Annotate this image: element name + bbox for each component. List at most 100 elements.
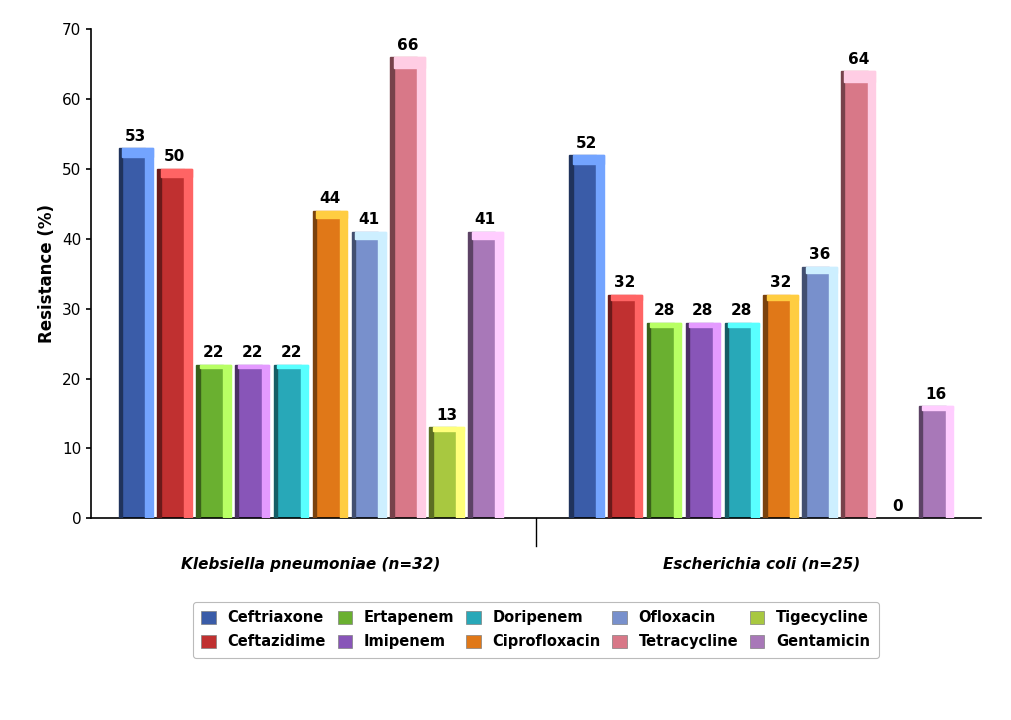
- Bar: [355, 232, 378, 518]
- Bar: [471, 232, 495, 518]
- Bar: [239, 364, 262, 518]
- Bar: [355, 232, 386, 239]
- Bar: [122, 148, 146, 518]
- Text: 52: 52: [575, 135, 598, 150]
- Bar: [316, 211, 347, 218]
- Bar: [274, 364, 277, 518]
- Bar: [394, 57, 425, 68]
- Bar: [122, 148, 153, 157]
- Bar: [685, 323, 690, 518]
- Text: Escherichia coli (n=25): Escherichia coli (n=25): [662, 557, 859, 572]
- Text: 66: 66: [397, 37, 419, 53]
- Bar: [829, 266, 837, 518]
- Bar: [199, 364, 231, 369]
- Text: 28: 28: [653, 303, 674, 318]
- Bar: [118, 148, 122, 518]
- Bar: [312, 211, 316, 518]
- Bar: [495, 232, 502, 518]
- Bar: [728, 323, 751, 518]
- Bar: [844, 71, 867, 518]
- Bar: [572, 155, 595, 518]
- Bar: [352, 232, 355, 518]
- Bar: [468, 232, 471, 518]
- Bar: [728, 323, 759, 328]
- Bar: [806, 266, 829, 518]
- Y-axis label: Resistance (%): Resistance (%): [38, 204, 57, 343]
- Text: 32: 32: [769, 275, 792, 290]
- Text: 28: 28: [731, 303, 752, 318]
- Bar: [791, 294, 798, 518]
- Bar: [199, 364, 223, 518]
- Bar: [919, 407, 922, 518]
- Bar: [612, 294, 642, 300]
- Bar: [277, 364, 308, 369]
- Text: Klebsiella pneumoniae (n=32): Klebsiella pneumoniae (n=32): [181, 557, 440, 572]
- Bar: [844, 71, 876, 82]
- Bar: [316, 211, 340, 518]
- Text: 22: 22: [280, 346, 302, 360]
- Bar: [612, 294, 635, 518]
- Bar: [146, 148, 153, 518]
- Bar: [300, 364, 308, 518]
- Bar: [433, 428, 456, 518]
- Text: 22: 22: [242, 346, 263, 360]
- Bar: [456, 428, 464, 518]
- Bar: [158, 168, 161, 518]
- Bar: [262, 364, 270, 518]
- Bar: [184, 168, 192, 518]
- Text: 16: 16: [925, 387, 946, 402]
- Bar: [690, 323, 713, 518]
- Bar: [725, 323, 728, 518]
- Bar: [766, 294, 791, 518]
- Bar: [390, 57, 394, 518]
- Bar: [690, 323, 720, 328]
- Bar: [867, 71, 876, 518]
- Text: 28: 28: [693, 303, 714, 318]
- Bar: [713, 323, 720, 518]
- Text: 41: 41: [475, 212, 495, 228]
- Text: 13: 13: [436, 408, 457, 423]
- Bar: [841, 71, 844, 518]
- Text: 22: 22: [202, 346, 224, 360]
- Bar: [945, 407, 953, 518]
- Legend: Ceftriaxone, Ceftazidime, Ertapenem, Imipenem, Doripenem, Ciprofloxacin, Ofloxac: Ceftriaxone, Ceftazidime, Ertapenem, Imi…: [193, 602, 879, 658]
- Bar: [647, 323, 650, 518]
- Bar: [223, 364, 231, 518]
- Bar: [922, 407, 953, 410]
- Text: 41: 41: [358, 212, 379, 228]
- Bar: [471, 232, 502, 239]
- Bar: [766, 294, 798, 300]
- Text: 36: 36: [809, 248, 830, 262]
- Bar: [673, 323, 681, 518]
- Bar: [433, 428, 464, 431]
- Bar: [161, 168, 184, 518]
- Text: 53: 53: [125, 128, 147, 143]
- Text: 44: 44: [319, 192, 341, 207]
- Bar: [806, 266, 837, 273]
- Bar: [650, 323, 673, 518]
- Bar: [378, 232, 386, 518]
- Bar: [635, 294, 642, 518]
- Bar: [608, 294, 612, 518]
- Bar: [763, 294, 766, 518]
- Text: 50: 50: [164, 150, 185, 164]
- Bar: [569, 155, 572, 518]
- Bar: [161, 168, 192, 177]
- Bar: [572, 155, 604, 163]
- Bar: [235, 364, 239, 518]
- Bar: [650, 323, 681, 328]
- Text: 32: 32: [615, 275, 636, 290]
- Bar: [802, 266, 806, 518]
- Bar: [277, 364, 300, 518]
- Bar: [340, 211, 347, 518]
- Text: 64: 64: [847, 52, 868, 66]
- Bar: [418, 57, 425, 518]
- Bar: [751, 323, 759, 518]
- Bar: [922, 407, 945, 518]
- Bar: [595, 155, 604, 518]
- Text: 0: 0: [892, 499, 903, 514]
- Bar: [239, 364, 270, 369]
- Bar: [196, 364, 199, 518]
- Bar: [394, 57, 418, 518]
- Bar: [430, 428, 433, 518]
